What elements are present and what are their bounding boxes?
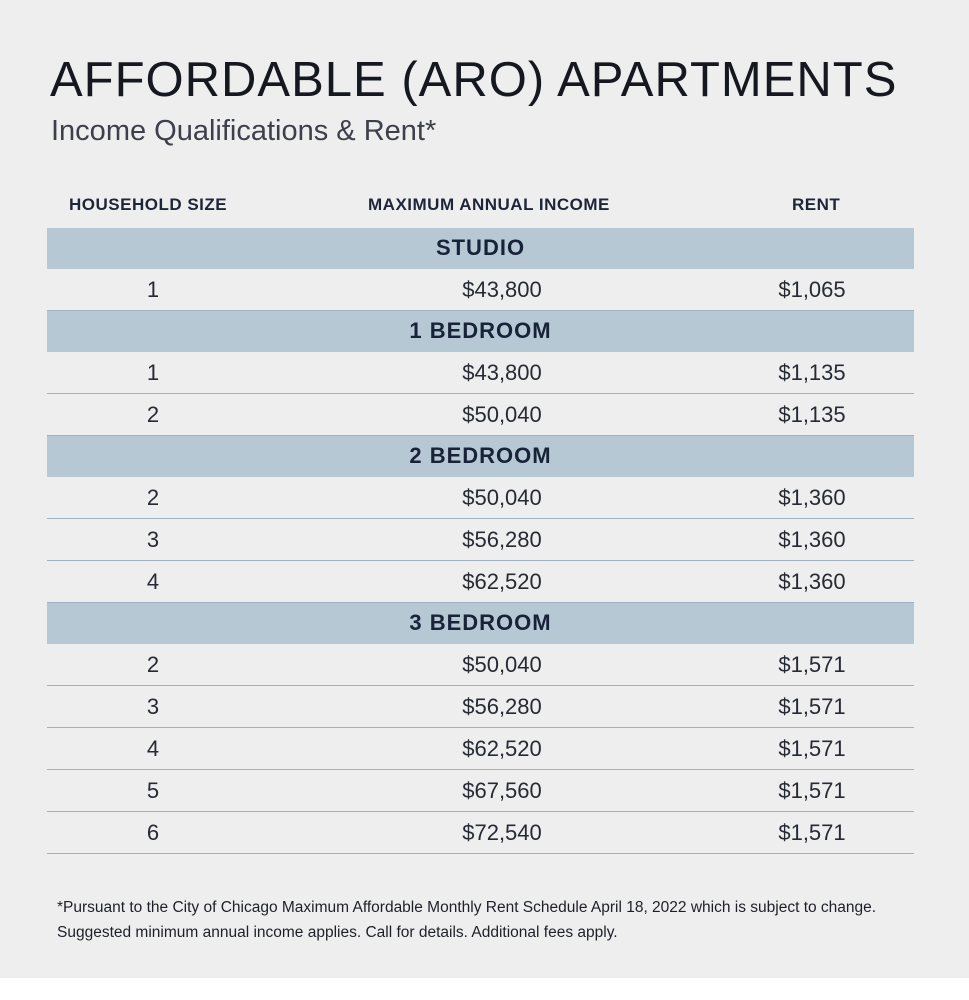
column-header-max-income: MAXIMUM ANNUAL INCOME (368, 195, 610, 214)
max-income-cell: $50,040 (462, 485, 542, 510)
page-title: AFFORDABLE (ARO) APARTMENTS (50, 53, 898, 107)
footnote-line-2: Suggested minimum annual income applies.… (57, 924, 618, 941)
max-income-cell: $50,040 (462, 652, 542, 677)
max-income-cell: $50,040 (462, 402, 542, 427)
column-header-rent: RENT (792, 195, 841, 214)
rent-cell: $1,065 (778, 277, 846, 302)
table-row: 2 $50,040 $1,571 (47, 644, 914, 686)
rent-cell: $1,571 (778, 736, 846, 761)
rent-cell: $1,135 (778, 402, 846, 427)
max-income-cell: $56,280 (462, 694, 542, 719)
rent-cell: $1,360 (778, 485, 846, 510)
household-size-cell: 3 (146, 527, 160, 552)
max-income-cell: $43,800 (462, 277, 542, 302)
max-income-cell: $62,520 (462, 736, 542, 761)
table-row: 5 $67,560 $1,571 (47, 770, 914, 812)
rent-cell: $1,360 (778, 569, 846, 594)
household-size-cell: 1 (146, 277, 160, 302)
rent-cell: $1,571 (778, 652, 846, 677)
household-size-cell: 2 (146, 402, 160, 427)
household-size-cell: 4 (146, 736, 160, 761)
group-header: 3 BEDROOM (47, 603, 914, 644)
rent-table: STUDIO 1 $43,800 $1,065 1 BEDROOM 1 $43,800 $1,… (47, 228, 914, 854)
table-row: 1 $43,800 $1,135 (47, 352, 914, 394)
household-size-cell: 4 (146, 569, 160, 594)
rent-cell: $1,571 (778, 778, 846, 803)
household-size-cell: 3 (146, 694, 160, 719)
table-row: 1 $43,800 $1,065 (47, 269, 914, 311)
group-header: 2 BEDROOM (47, 436, 914, 477)
household-size-cell: 2 (146, 485, 160, 510)
flyer-card: AFFORDABLE (ARO) APARTMENTS Income Quali… (0, 0, 969, 978)
table-row: 4 $62,520 $1,571 (47, 728, 914, 770)
table-row: 2 $50,040 $1,360 (47, 477, 914, 519)
footnote-line-1: *Pursuant to the City of Chicago Maximum… (57, 899, 877, 916)
page-subtitle: Income Qualifications & Rent* (51, 115, 437, 147)
table-row: 4 $62,520 $1,360 (47, 561, 914, 603)
max-income-cell: $43,800 (462, 360, 542, 385)
rent-cell: $1,360 (778, 527, 846, 552)
group-header: 1 BEDROOM (47, 311, 914, 352)
household-size-cell: 6 (146, 820, 160, 845)
household-size-cell: 5 (146, 778, 160, 803)
household-size-cell: 1 (146, 360, 160, 385)
group-header: STUDIO (47, 228, 914, 269)
footnote: *Pursuant to the City of Chicago Maximum… (57, 895, 937, 945)
table-row: 3 $56,280 $1,571 (47, 686, 914, 728)
table-row: 6 $72,540 $1,571 (47, 812, 914, 854)
max-income-cell: $56,280 (462, 527, 542, 552)
column-header-household-size: HOUSEHOLD SIZE (69, 195, 228, 214)
rent-cell: $1,135 (778, 360, 846, 385)
table-row: 3 $56,280 $1,360 (47, 519, 914, 561)
table-row: 2 $50,040 $1,135 (47, 394, 914, 436)
max-income-cell: $62,520 (462, 569, 542, 594)
max-income-cell: $67,560 (462, 778, 542, 803)
rent-cell: $1,571 (778, 694, 846, 719)
max-income-cell: $72,540 (462, 820, 542, 845)
household-size-cell: 2 (146, 652, 160, 677)
rent-cell: $1,571 (778, 820, 846, 845)
